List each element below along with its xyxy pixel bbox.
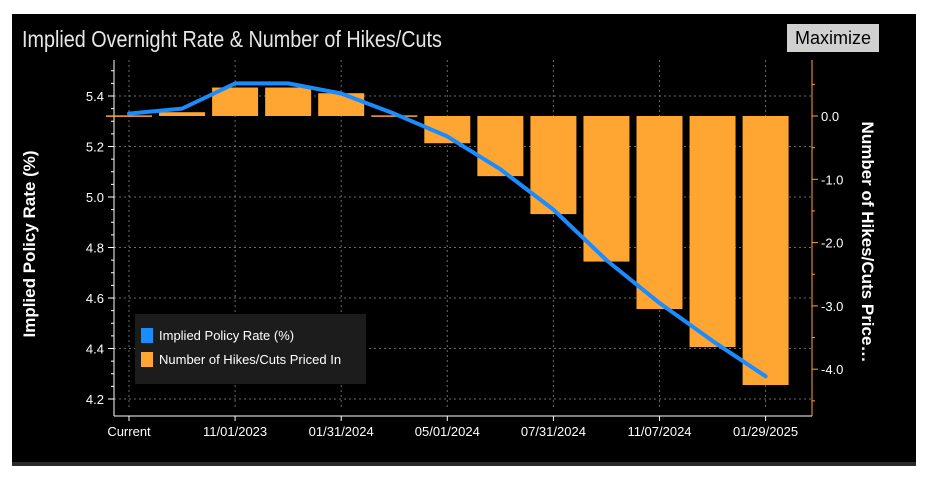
rate-point-8	[551, 208, 555, 212]
x-tick-label-6: 01/29/2025	[733, 424, 798, 439]
rate-point-7	[498, 167, 502, 171]
rate-point-1	[180, 107, 184, 111]
left-tick-label-1: 4.4	[86, 342, 104, 357]
rate-point-2	[233, 81, 237, 85]
chart-title: Implied Overnight Rate & Number of Hikes…	[22, 26, 442, 52]
chart-svg: 4.2 4.4 4.6 4.8 5.0 5.2 5.4 0.0 -1.0 -2.0 -3.0 -4.0…	[20, 60, 877, 439]
rate-point-12	[764, 374, 768, 378]
bar-10	[636, 116, 683, 310]
rate-point-0	[127, 112, 131, 116]
legend-item-hikes: Number of Hikes/Cuts Priced In	[141, 349, 341, 369]
left-tick-label-4: 5.0	[86, 190, 104, 205]
x-tick-label-5: 11/07/2024	[627, 424, 691, 439]
bar-5	[371, 115, 418, 117]
right-tick-label-1: -1.0	[821, 172, 843, 187]
rate-point-4	[339, 91, 343, 95]
legend-swatch-hikes	[141, 351, 153, 367]
left-tick-label-6: 5.4	[86, 89, 104, 104]
x-tick-label-0: Current	[107, 424, 151, 439]
bar-9	[583, 116, 630, 262]
bar-1	[159, 112, 206, 116]
legend-label-rate: Implied Policy Rate (%)	[159, 327, 295, 343]
chart-panel: Implied Overnight Rate & Number of Hikes…	[12, 14, 916, 462]
x-tick-label-2: 01/31/2024	[309, 424, 374, 439]
y-left-title: Implied Policy Rate (%)	[20, 150, 39, 337]
rate-point-11	[711, 339, 715, 343]
bar-4	[318, 93, 365, 116]
right-tick-label-3: -3.0	[821, 299, 843, 314]
legend-label-hikes: Number of Hikes/Cuts Priced In	[159, 351, 342, 367]
right-tick-label-0: 0.0	[821, 109, 839, 124]
legend: Implied Policy Rate (%) Number of Hikes/…	[135, 314, 366, 384]
legend-swatch-rate	[141, 327, 153, 343]
rate-point-10	[658, 301, 661, 305]
right-tick-label-4: -4.0	[821, 362, 843, 377]
maximize-button[interactable]: Maximize	[787, 24, 879, 52]
left-tick-label-0: 4.2	[86, 392, 104, 407]
x-tick-label-3: 05/01/2024	[415, 424, 480, 439]
bar-0	[106, 115, 152, 117]
left-tick-label-3: 4.8	[86, 241, 104, 256]
right-tick-label-2: -2.0	[821, 236, 843, 251]
rate-point-5	[392, 112, 396, 116]
left-tick-label-2: 4.6	[86, 291, 104, 306]
bar-7	[477, 116, 524, 177]
bar-11	[689, 116, 736, 348]
bottom-strip	[12, 462, 916, 466]
y-right-title: Number of Hikes/Cuts Price…	[858, 122, 877, 363]
rate-point-3	[286, 81, 290, 85]
x-tick-label-4: 07/31/2024	[521, 424, 586, 439]
left-tick-label-5: 5.2	[86, 140, 104, 155]
bar-12	[742, 116, 789, 386]
x-tick-label-1: 11/01/2023	[203, 424, 267, 439]
legend-item-rate: Implied Policy Rate (%)	[141, 325, 294, 345]
rate-point-9	[604, 258, 608, 262]
rate-point-6	[445, 134, 449, 138]
bar-3	[265, 87, 312, 116]
